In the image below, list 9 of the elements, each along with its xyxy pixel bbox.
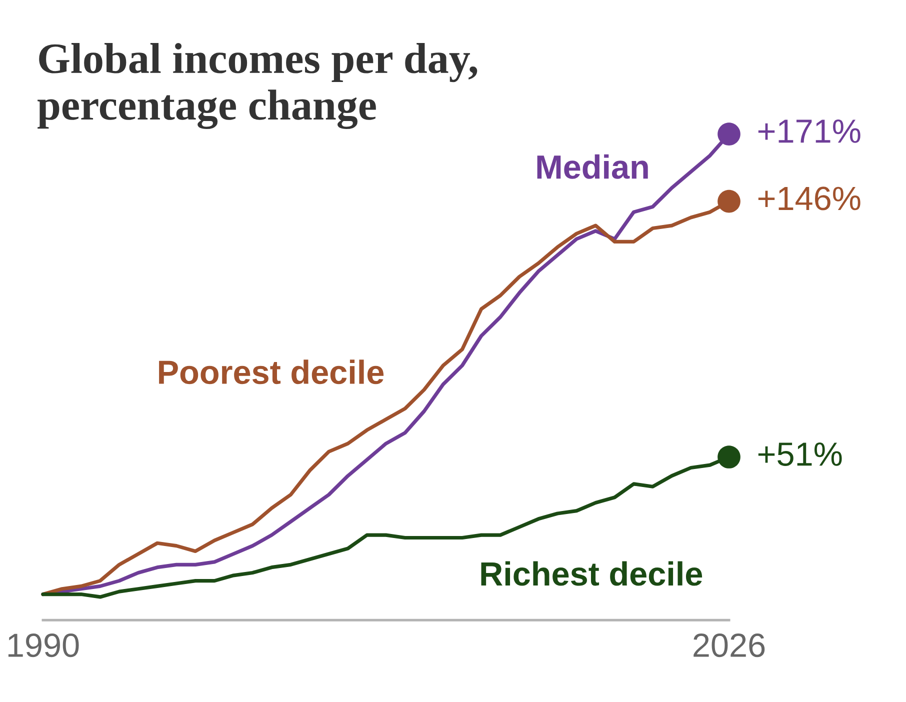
data-label: +51% bbox=[758, 442, 842, 466]
x-tick-label: 1990 bbox=[8, 633, 79, 658]
series-label: Median bbox=[537, 154, 648, 179]
series-label: Poorest decile bbox=[159, 360, 384, 384]
x-tick-label: 2026 bbox=[694, 633, 765, 658]
data-label: +171% bbox=[758, 120, 860, 143]
data-label: +146% bbox=[758, 186, 860, 210]
chart-title: Global incomes per day, percentage change bbox=[38, 43, 478, 130]
series-label: Richest decile bbox=[481, 561, 702, 586]
